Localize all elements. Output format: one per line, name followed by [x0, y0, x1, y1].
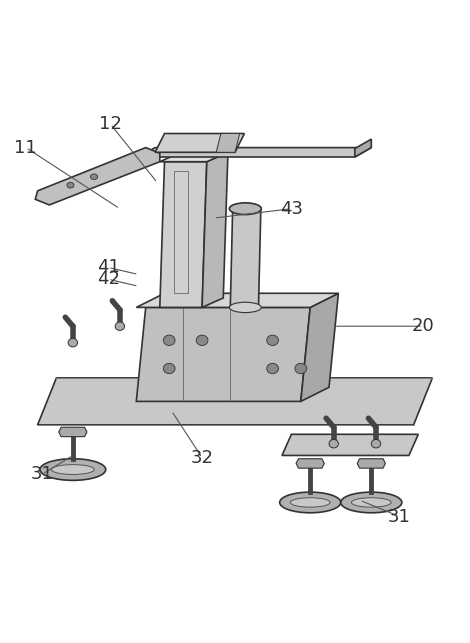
- Text: 42: 42: [97, 270, 119, 288]
- Polygon shape: [357, 458, 385, 468]
- Polygon shape: [282, 434, 418, 455]
- Polygon shape: [230, 209, 261, 307]
- Text: 43: 43: [280, 200, 303, 218]
- Text: 31: 31: [388, 507, 411, 525]
- Polygon shape: [155, 134, 244, 152]
- Ellipse shape: [67, 183, 74, 188]
- Ellipse shape: [90, 174, 98, 179]
- Polygon shape: [136, 293, 338, 307]
- Ellipse shape: [229, 302, 261, 312]
- Polygon shape: [202, 152, 228, 307]
- Polygon shape: [38, 378, 432, 425]
- Ellipse shape: [266, 363, 278, 374]
- Polygon shape: [139, 148, 371, 157]
- Polygon shape: [136, 307, 310, 401]
- Ellipse shape: [40, 458, 106, 480]
- Ellipse shape: [196, 335, 208, 345]
- Polygon shape: [355, 139, 371, 157]
- Ellipse shape: [266, 335, 278, 345]
- Text: 12: 12: [99, 115, 122, 133]
- Ellipse shape: [329, 439, 338, 448]
- Ellipse shape: [164, 335, 175, 345]
- Ellipse shape: [371, 439, 381, 448]
- Ellipse shape: [352, 498, 391, 507]
- Ellipse shape: [229, 203, 261, 215]
- Ellipse shape: [280, 492, 341, 512]
- Ellipse shape: [290, 498, 330, 507]
- Polygon shape: [35, 148, 160, 205]
- Text: 20: 20: [412, 317, 434, 335]
- Ellipse shape: [115, 322, 125, 331]
- Ellipse shape: [341, 492, 402, 512]
- Ellipse shape: [295, 363, 307, 374]
- Text: 31: 31: [31, 466, 54, 484]
- Polygon shape: [160, 152, 228, 161]
- Text: 11: 11: [15, 139, 37, 157]
- Ellipse shape: [164, 363, 175, 374]
- Polygon shape: [301, 293, 338, 401]
- Polygon shape: [59, 427, 87, 437]
- Polygon shape: [296, 458, 324, 468]
- Text: 32: 32: [191, 449, 213, 467]
- Text: 41: 41: [97, 258, 119, 276]
- Polygon shape: [216, 134, 240, 152]
- Ellipse shape: [51, 465, 94, 475]
- Polygon shape: [160, 161, 207, 307]
- Ellipse shape: [68, 338, 78, 347]
